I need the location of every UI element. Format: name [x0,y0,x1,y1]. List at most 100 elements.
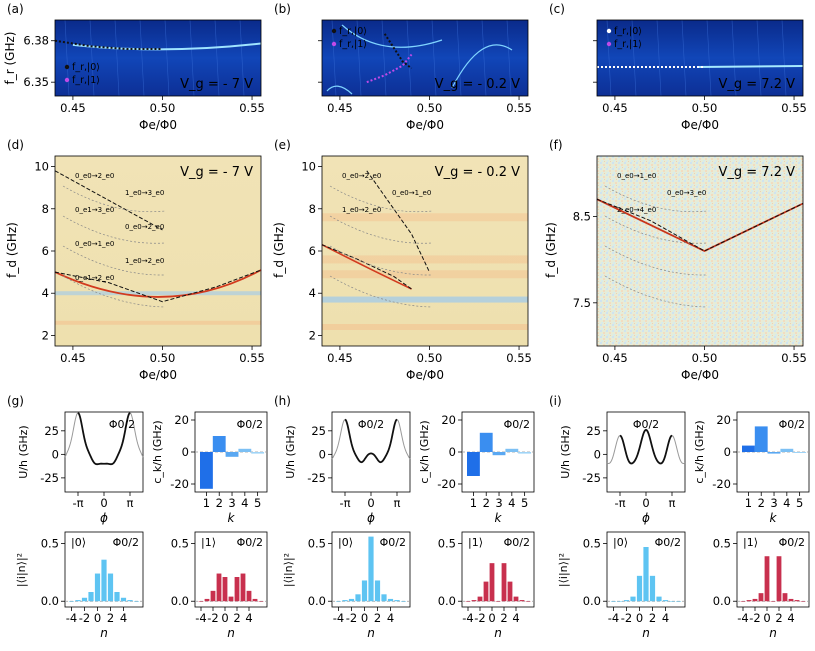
y-tick-label: 0 [182,445,189,459]
probability-bar [483,581,489,602]
x-tick-label: -2 [749,611,760,625]
probability-bar [465,601,471,602]
y-tick-label: 0.5 [41,537,59,551]
flux-label: Φ0/2 [633,418,659,431]
x-tick-label: 2 [107,611,114,625]
panel-letter: (e) [274,138,291,152]
ck-bar [225,452,239,457]
plot-frame [596,155,804,347]
y-tick-label: 0.0 [583,594,601,608]
potential-curve-extended [606,429,686,464]
probability-bar [630,596,636,602]
theory-curve [54,170,163,231]
probability-bar [623,600,630,602]
y-tick-label: -25 [307,471,326,485]
heatmap-background [597,20,803,96]
legend-label-1: f_r,|1⟩ [72,75,100,86]
x-tick-label: 2 [758,496,765,510]
x-tick-label: 0.50 [692,351,718,365]
theory-curve [54,269,262,303]
noise-streak [239,19,245,97]
probability-bar [94,573,101,602]
x-tick-label: -4 [462,611,473,625]
noise-streak [506,19,512,97]
x-tick-label: 0.45 [60,351,86,365]
y-tick-label: 25 [44,424,59,438]
x-tick-label: 2 [775,611,782,625]
transition-annotation: 0_e1→3_e0 [75,206,114,214]
y-axis-label: U/h (GHz) [559,425,572,478]
probability-bar [662,600,669,602]
y-tick-label: 25 [311,424,326,438]
y-tick-label: 0 [52,447,59,461]
x-axis-label: k [228,511,236,525]
vg-label: V_g = 7.2 V [718,165,795,180]
x-tick-label: π [669,496,676,510]
ck-bar [793,452,807,453]
probability-bar [75,600,81,602]
resonance-band [696,64,804,68]
x-axis-label: Φe/Φ0 [406,368,444,382]
noise-streak [781,19,787,97]
probability-bar [513,596,519,602]
x-tick-label: 0.55 [781,101,807,115]
y-tick-label: -25 [40,471,59,485]
y-tick-label: 2 [42,328,49,342]
theory-curve-secondary [62,245,166,276]
ck-bar [742,445,755,452]
x-tick-label: 0.50 [692,101,718,115]
x-tick-label: 0.45 [602,351,628,365]
probability-bar [764,556,770,602]
y-tick-label: 0.0 [171,594,189,608]
x-tick-label: -4 [333,611,344,625]
theory-curve-secondary [604,185,708,213]
x-tick-label: 0 [642,496,649,510]
x-tick-label: 0 [636,611,643,625]
ck-bar [238,448,252,452]
y-tick-label: -20 [437,477,456,491]
x-tick-label: 0 [94,611,101,625]
probability-bar [776,556,782,602]
probability-bar [794,600,800,602]
y-tick-label: 20 [441,413,456,427]
probability-bar [114,592,120,602]
y-axis-label: c_k/h (GHz) [151,420,164,483]
panel-letter: (a) [7,2,24,16]
flux-label: Φ0/2 [779,536,805,549]
flux-label: Φ0/2 [655,536,681,549]
panel-c: (c) f_r,|0⟩ f_r,|1⟩ V_g = 7.2 V 0.45 0.50 0.55… [549,2,807,132]
x-tick-label: 0 [763,611,770,625]
x-tick-label: -2 [474,611,485,625]
panel-letter: (f) [549,138,563,152]
theory-curve-secondary [604,245,708,276]
y-tick-label: 0.5 [171,537,189,551]
probability-bar [348,598,355,602]
noise-streak [356,19,362,97]
x-axis-label: ϕ [642,511,650,525]
y-tick-label: 0.5 [438,537,456,551]
legend-label-0: f_r,|0⟩ [339,26,367,37]
state-label: |1⟩ [743,536,758,549]
theory-curve-secondary [604,275,708,308]
x-tick-label: 2 [374,611,381,625]
x-tick-label: 4 [783,496,790,510]
theory-curve-secondary [62,215,166,244]
resonance-band [341,24,443,48]
noise-streak [114,19,120,97]
probability-bar [495,601,501,602]
probability-bar [68,601,75,602]
probability-bar [636,575,643,602]
x-axis-label: k [770,511,778,525]
legend-dot-1 [64,77,70,83]
x-tick-label: 4 [120,611,127,625]
spectral-band [322,324,528,330]
heatmap-background [55,20,261,96]
x-tick-label: 4 [662,611,669,625]
flux-label: Φ0/2 [779,418,805,431]
plot-frame [461,531,535,608]
legend-dot-0 [64,64,70,70]
spectral-band [322,255,528,264]
x-tick-label: 2 [233,611,240,625]
